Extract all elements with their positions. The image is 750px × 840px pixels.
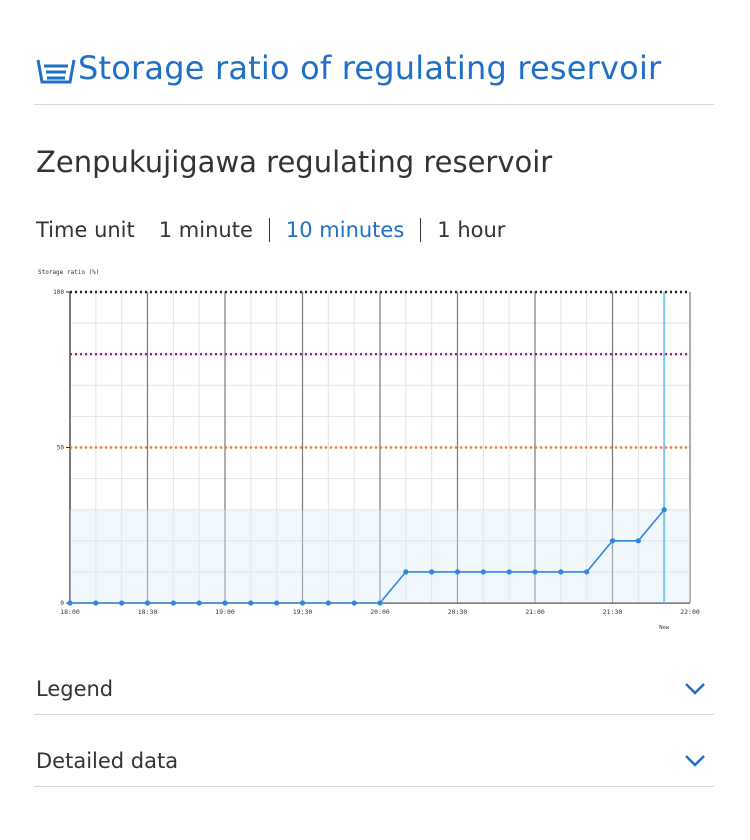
time-unit-10-minutes[interactable]: 10 minutes	[285, 218, 405, 242]
data-point	[93, 600, 99, 606]
time-unit-1-hour[interactable]: 1 hour	[437, 218, 506, 242]
y-tick-label: 50	[57, 445, 65, 452]
page-title: Storage ratio of regulating reservoir	[78, 49, 662, 87]
data-point	[454, 569, 461, 575]
y-axis-label: Storage ratio (%)	[38, 269, 99, 276]
reservoir-icon	[36, 59, 76, 84]
x-tick-label: 18:00	[60, 608, 80, 616]
data-point	[661, 507, 667, 513]
x-tick-label: 18:30	[138, 608, 158, 616]
data-point	[635, 538, 641, 544]
series-line	[70, 509, 665, 604]
divider	[420, 218, 422, 242]
chevron-down-icon	[685, 755, 705, 767]
data-point	[144, 600, 151, 606]
data-point	[403, 569, 409, 575]
data-point	[299, 600, 306, 606]
time-unit-1-minute[interactable]: 1 minute	[158, 218, 253, 242]
now-label: Now	[659, 625, 670, 631]
legend-accordion-label: Legend	[36, 677, 114, 701]
y-tick-label: 0	[60, 600, 64, 607]
data-point	[119, 600, 125, 606]
data-point	[67, 600, 73, 606]
reservoir-name: Zenpukujigawa regulating reservoir	[36, 145, 553, 179]
x-tick-label: 20:00	[370, 608, 390, 616]
data-point	[558, 569, 564, 575]
data-point	[274, 600, 280, 606]
data-area	[70, 509, 690, 603]
data-point	[584, 569, 590, 575]
x-tick-label: 20:30	[448, 608, 468, 616]
data-point	[248, 600, 254, 606]
y-tick-label: 100	[53, 289, 64, 296]
page-header: Storage ratio of regulating reservoir	[34, 48, 714, 105]
data-point	[532, 569, 538, 575]
data-point	[609, 538, 616, 544]
data-point	[480, 569, 486, 575]
data-point	[377, 600, 383, 606]
data-point	[170, 600, 176, 606]
data-point	[325, 600, 331, 606]
data-point	[222, 600, 228, 606]
data-point	[196, 600, 202, 606]
x-tick-label: 21:30	[603, 608, 623, 616]
x-tick-label: 22:00	[680, 608, 700, 616]
storage-ratio-chart: Storage ratio (%) 0 50 100 18:00 18:30 19:00 19…	[38, 269, 700, 631]
divider	[268, 218, 270, 242]
data-point	[506, 569, 512, 575]
x-tick-label: 19:00	[215, 608, 235, 616]
detailed-data-accordion-label: Detailed data	[36, 749, 179, 773]
x-tick-label: 19:30	[293, 608, 313, 616]
chevron-down-icon	[685, 683, 705, 695]
legend-accordion[interactable]: Legend	[34, 664, 714, 715]
time-unit-label: Time unit	[36, 218, 135, 242]
x-tick-label: 21:00	[525, 608, 545, 616]
data-point	[429, 569, 435, 575]
data-point	[351, 600, 357, 606]
time-unit-selector: Time unit 1 minute 10 minutes 1 hour	[36, 214, 505, 246]
detailed-data-accordion[interactable]: Detailed data	[34, 736, 714, 787]
